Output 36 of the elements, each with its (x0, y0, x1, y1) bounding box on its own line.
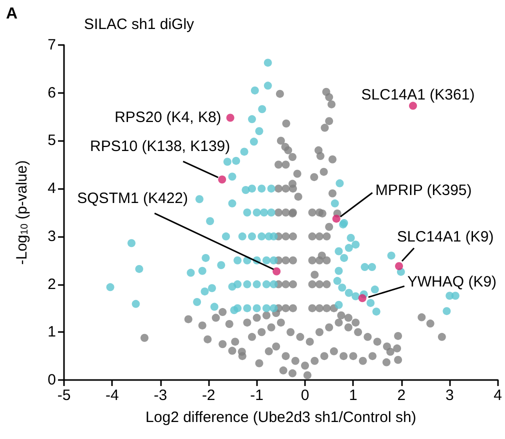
x-tick-label: -1 (250, 387, 264, 404)
annotation: SQSTM1 (K422) (77, 190, 188, 207)
x-tick-label: 3 (445, 387, 454, 404)
annotation: RPS10 (K138, K139) (90, 138, 230, 155)
annotation: YWHAQ (K9) (407, 274, 497, 291)
y-tick-label: 1 (48, 324, 56, 341)
x-tick-label: 0 (300, 387, 310, 404)
point (358, 294, 366, 302)
point (218, 175, 226, 184)
x-axis-title: Log2 difference (Ube2d3 sh1/Control sh) (146, 409, 416, 426)
x-tick-label: -2 (202, 387, 216, 404)
point (409, 102, 417, 110)
point (395, 262, 404, 270)
x-tick-label: -3 (154, 387, 168, 404)
x-tick-label: -5 (57, 387, 71, 404)
point (332, 214, 340, 223)
y-tick-label: 4 (48, 180, 56, 198)
y-tick-label: 3 (48, 228, 56, 245)
text: A (6, 6, 18, 22)
chart-title: SILAC sh1 diGly (84, 16, 195, 33)
y-axis-title: -Log10 (p-value) (14, 160, 30, 265)
x-tick-label: 1 (349, 387, 358, 404)
point (226, 114, 234, 122)
y-tick-label: 6 (48, 84, 56, 102)
annotation: MPRIP (K395) (375, 182, 472, 200)
x-tick-label: 2 (397, 387, 406, 404)
y-tick-label: 7 (48, 36, 56, 54)
y-tick-label: 0 (48, 372, 56, 388)
annotation: SLC14A1 (K9) (397, 228, 494, 246)
point (272, 267, 281, 276)
y-tick-label: 5 (48, 132, 56, 150)
x-tick-label: 4 (494, 387, 502, 404)
annotation: RPS20 (K4, K8) (114, 109, 222, 126)
x-tick-label: -4 (106, 387, 119, 404)
annotation: SLC14A1 (K361) (361, 86, 475, 104)
y-tick-label: 2 (48, 276, 56, 293)
